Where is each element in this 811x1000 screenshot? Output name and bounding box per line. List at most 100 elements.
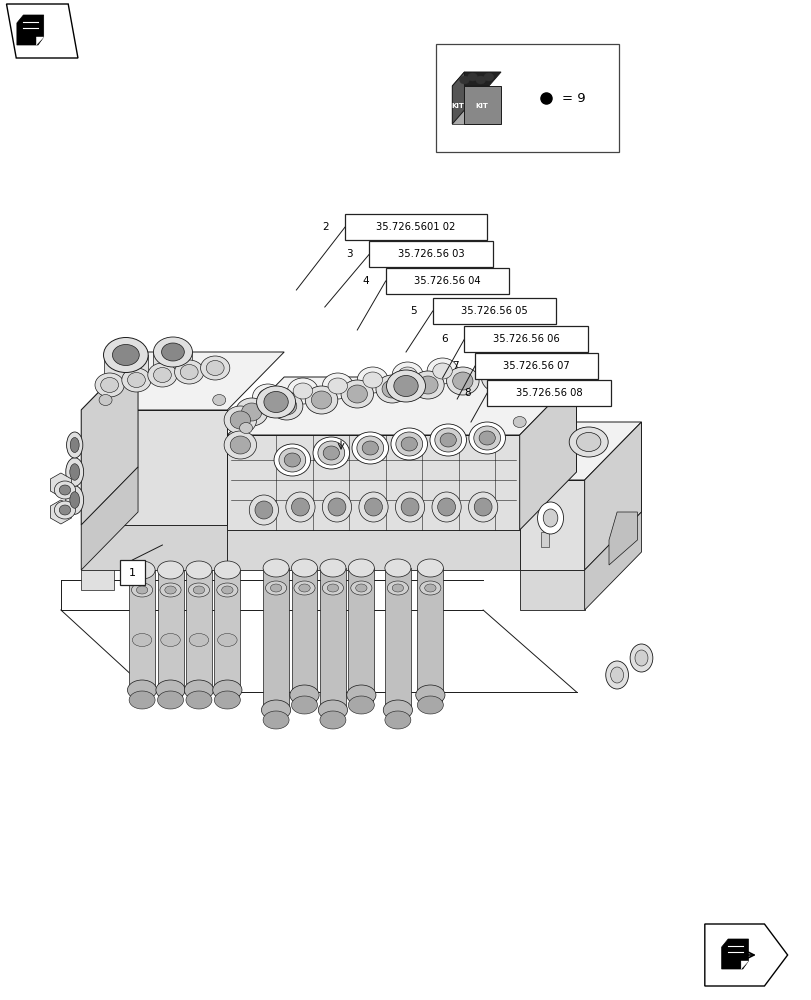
Polygon shape [740,961,748,969]
Ellipse shape [576,432,600,452]
Ellipse shape [252,384,283,410]
FancyBboxPatch shape [385,268,508,294]
Polygon shape [129,570,155,690]
Ellipse shape [437,498,455,516]
Polygon shape [293,693,315,705]
Text: 5: 5 [410,306,416,316]
Text: 35.726.5601 02: 35.726.5601 02 [376,222,455,232]
Polygon shape [608,512,637,565]
Text: = 9: = 9 [561,92,585,104]
Ellipse shape [217,634,237,647]
Polygon shape [50,500,71,524]
Polygon shape [157,570,183,690]
Ellipse shape [298,584,310,592]
Text: 35.726.56 08: 35.726.56 08 [515,388,581,398]
Polygon shape [159,688,182,700]
Polygon shape [418,693,441,705]
FancyBboxPatch shape [345,214,487,240]
Text: KIT: KIT [451,103,464,109]
Ellipse shape [212,680,242,700]
Ellipse shape [430,424,466,456]
Ellipse shape [364,498,382,516]
Ellipse shape [153,367,171,382]
Ellipse shape [383,700,412,720]
Ellipse shape [427,358,457,384]
Polygon shape [227,530,519,570]
Ellipse shape [396,432,423,456]
FancyBboxPatch shape [369,241,492,267]
Ellipse shape [148,363,177,387]
Ellipse shape [274,444,310,476]
Polygon shape [81,410,227,525]
Polygon shape [350,693,372,705]
Polygon shape [216,688,238,700]
Text: 35.726.56 04: 35.726.56 04 [414,276,480,286]
Ellipse shape [263,711,289,729]
Ellipse shape [401,498,418,516]
Ellipse shape [224,431,256,459]
Polygon shape [104,355,148,380]
Polygon shape [81,525,227,570]
Ellipse shape [101,377,118,392]
Polygon shape [540,532,548,547]
Ellipse shape [605,661,628,689]
Ellipse shape [418,376,438,394]
Ellipse shape [322,492,351,522]
Polygon shape [584,422,641,570]
Ellipse shape [217,583,238,597]
Ellipse shape [71,438,79,452]
Ellipse shape [66,486,84,514]
Ellipse shape [357,367,388,393]
Ellipse shape [320,711,345,729]
Ellipse shape [432,363,452,379]
Ellipse shape [356,436,384,460]
Ellipse shape [317,441,345,465]
Ellipse shape [424,584,436,592]
Polygon shape [263,568,289,710]
Ellipse shape [206,360,224,375]
Ellipse shape [459,76,469,84]
Text: 3: 3 [346,249,353,259]
Ellipse shape [435,428,461,452]
Ellipse shape [419,581,440,595]
Text: 2: 2 [322,222,328,232]
Ellipse shape [347,385,367,403]
Ellipse shape [157,691,183,709]
Polygon shape [417,568,443,695]
Ellipse shape [276,397,297,415]
FancyBboxPatch shape [436,44,618,152]
Ellipse shape [446,367,478,395]
Ellipse shape [258,389,277,405]
Ellipse shape [230,411,250,429]
Polygon shape [452,72,464,124]
Polygon shape [36,37,44,45]
Polygon shape [186,570,212,690]
Ellipse shape [214,561,240,579]
Text: KIT: KIT [474,103,487,109]
Ellipse shape [112,344,139,365]
Ellipse shape [70,492,79,508]
Ellipse shape [265,581,286,595]
FancyBboxPatch shape [474,353,598,379]
Polygon shape [264,708,287,720]
Ellipse shape [291,559,317,577]
Ellipse shape [200,356,230,380]
Ellipse shape [355,584,367,592]
Ellipse shape [323,446,339,460]
Ellipse shape [127,372,145,387]
Ellipse shape [322,581,343,595]
Ellipse shape [270,584,281,592]
Ellipse shape [381,380,401,398]
Text: 35.726.56 06: 35.726.56 06 [492,334,559,344]
Ellipse shape [156,680,185,700]
Ellipse shape [127,680,157,700]
Ellipse shape [348,696,374,714]
Ellipse shape [483,73,493,81]
Polygon shape [452,86,488,124]
Polygon shape [519,377,576,530]
Polygon shape [50,473,71,497]
Ellipse shape [474,426,500,450]
Ellipse shape [417,559,443,577]
Ellipse shape [474,498,491,516]
Ellipse shape [293,383,312,399]
